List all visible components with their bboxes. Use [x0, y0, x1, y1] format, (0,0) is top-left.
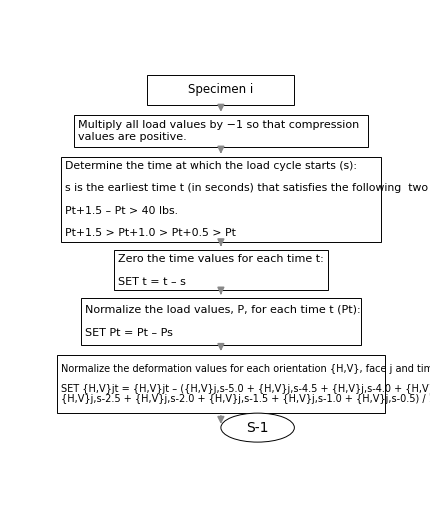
FancyBboxPatch shape [57, 355, 384, 413]
Text: S-1: S-1 [246, 420, 268, 435]
Text: values are positive.: values are positive. [78, 132, 186, 142]
FancyBboxPatch shape [74, 115, 367, 147]
Text: Multiply all load values by −1 so that compression: Multiply all load values by −1 so that c… [78, 120, 358, 130]
FancyBboxPatch shape [80, 298, 360, 345]
Text: Pt+1.5 – Pt > 40 lbs.: Pt+1.5 – Pt > 40 lbs. [64, 206, 177, 216]
Text: Normalize the load values, P, for each time t (Pt):: Normalize the load values, P, for each t… [84, 305, 359, 315]
Text: {H,V}j,s-2.5 + {H,V}j,s-2.0 + {H,V}j,s-1.5 + {H,V}j,s-1.0 + {H,V}j,s-0.5) / 10: {H,V}j,s-2.5 + {H,V}j,s-2.0 + {H,V}j,s-1… [61, 394, 430, 404]
Ellipse shape [221, 413, 294, 442]
Text: Zero the time values for each time t:: Zero the time values for each time t: [118, 254, 323, 264]
Text: SET {H,V}jt = {H,V}jt – ({H,V}j,s-5.0 + {H,V}j,s-4.5 + {H,V}j,s-4.0 + {H,V}j,s-3: SET {H,V}jt = {H,V}jt – ({H,V}j,s-5.0 + … [61, 384, 430, 394]
Text: Normalize the deformation values for each orientation {H,V}, face j and time t (: Normalize the deformation values for eac… [61, 364, 430, 374]
FancyBboxPatch shape [114, 250, 327, 290]
Text: Specimen i: Specimen i [188, 84, 253, 96]
Text: Pt+1.5 > Pt+1.0 > Pt+0.5 > Pt: Pt+1.5 > Pt+1.0 > Pt+0.5 > Pt [64, 229, 235, 238]
FancyBboxPatch shape [60, 157, 381, 242]
Text: Determine the time at which the load cycle starts (s):: Determine the time at which the load cyc… [64, 161, 356, 171]
Text: s is the earliest time t (in seconds) that satisfies the following  two equation: s is the earliest time t (in seconds) th… [64, 184, 430, 194]
Text: SET t = t – s: SET t = t – s [118, 277, 185, 287]
FancyBboxPatch shape [147, 75, 294, 105]
Text: SET Pt = Pt – Ps: SET Pt = Pt – Ps [84, 328, 172, 338]
